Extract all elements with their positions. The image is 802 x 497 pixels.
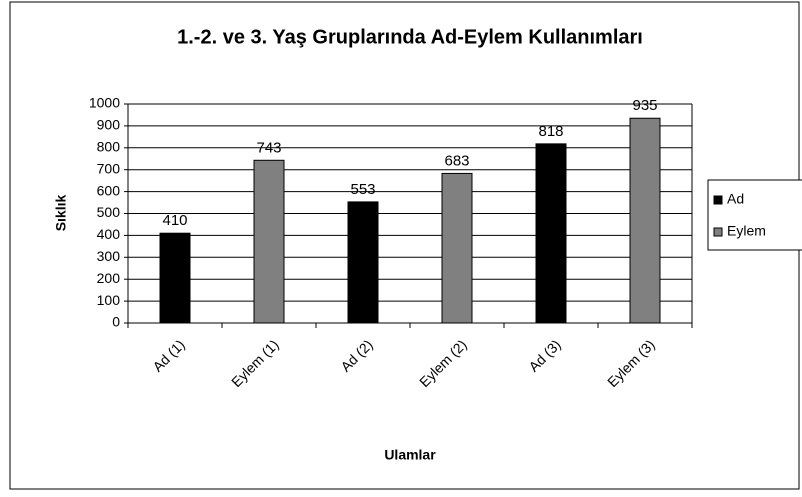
y-tick-label: 600 <box>97 182 121 198</box>
data-label: 935 <box>632 97 657 114</box>
legend-swatch <box>713 227 723 237</box>
data-label: 743 <box>256 139 281 156</box>
data-label: 818 <box>538 123 563 140</box>
y-tick-label: 700 <box>97 160 121 176</box>
bar <box>629 117 661 324</box>
bar <box>441 172 473 324</box>
y-tick-label: 400 <box>97 226 121 242</box>
bar <box>535 143 567 324</box>
legend-swatch <box>713 195 723 205</box>
legend-box <box>707 179 802 251</box>
y-axis-label: Sıklık <box>53 195 69 232</box>
y-tick-label: 200 <box>97 270 121 286</box>
y-tick-label: 0 <box>112 314 120 330</box>
chart-border <box>9 1 800 490</box>
data-label: 410 <box>162 212 187 229</box>
y-tick-label: 500 <box>97 204 121 220</box>
chart-title: 1.-2. ve 3. Yaş Gruplarında Ad-Eylem Kul… <box>177 26 643 48</box>
data-label: 683 <box>444 152 469 169</box>
bar <box>159 232 191 324</box>
y-tick-label: 100 <box>97 292 121 308</box>
x-axis-label: Ulamlar <box>384 447 436 463</box>
bar <box>347 201 379 324</box>
y-tick-label: 1000 <box>89 95 120 111</box>
legend-label: Ad <box>727 191 744 207</box>
data-label: 553 <box>350 181 375 198</box>
legend-label: Eylem <box>727 223 766 239</box>
y-tick-label: 300 <box>97 248 121 264</box>
bar <box>253 159 285 324</box>
y-tick-label: 800 <box>97 139 121 155</box>
y-tick-label: 900 <box>97 117 121 133</box>
